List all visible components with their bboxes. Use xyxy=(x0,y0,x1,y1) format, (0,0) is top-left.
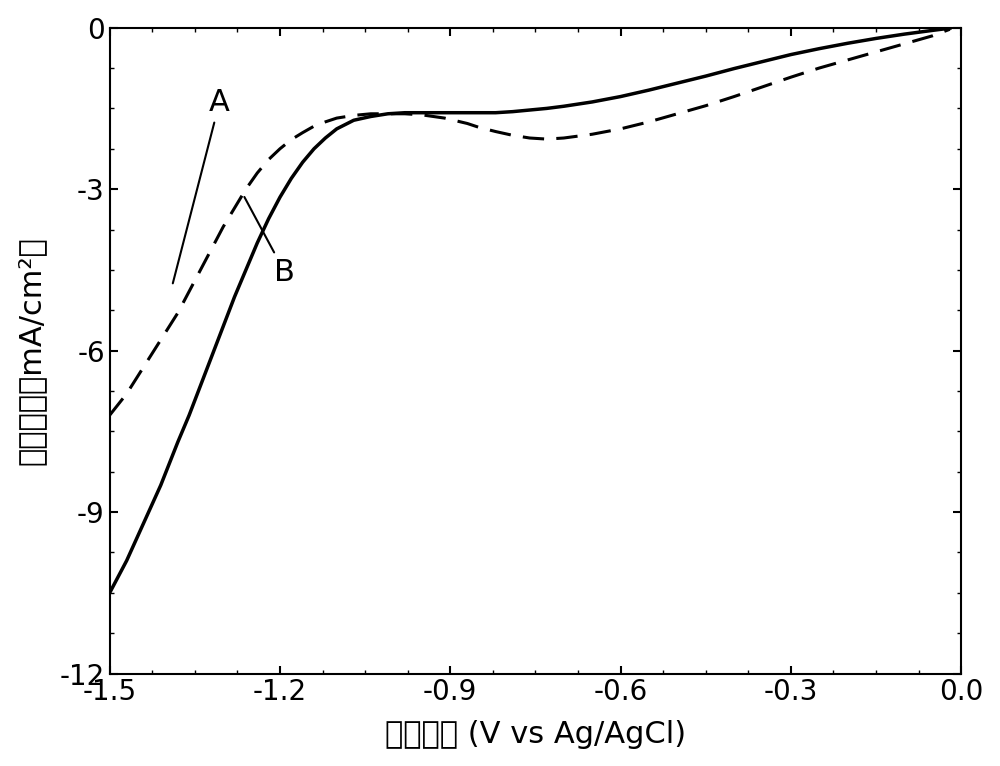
Text: A: A xyxy=(173,88,230,283)
Y-axis label: 电流密度（mA/cm²）: 电流密度（mA/cm²） xyxy=(17,236,46,465)
Text: B: B xyxy=(244,197,295,286)
X-axis label: 电极电位 (V vs Ag/AgCl): 电极电位 (V vs Ag/AgCl) xyxy=(385,720,686,749)
